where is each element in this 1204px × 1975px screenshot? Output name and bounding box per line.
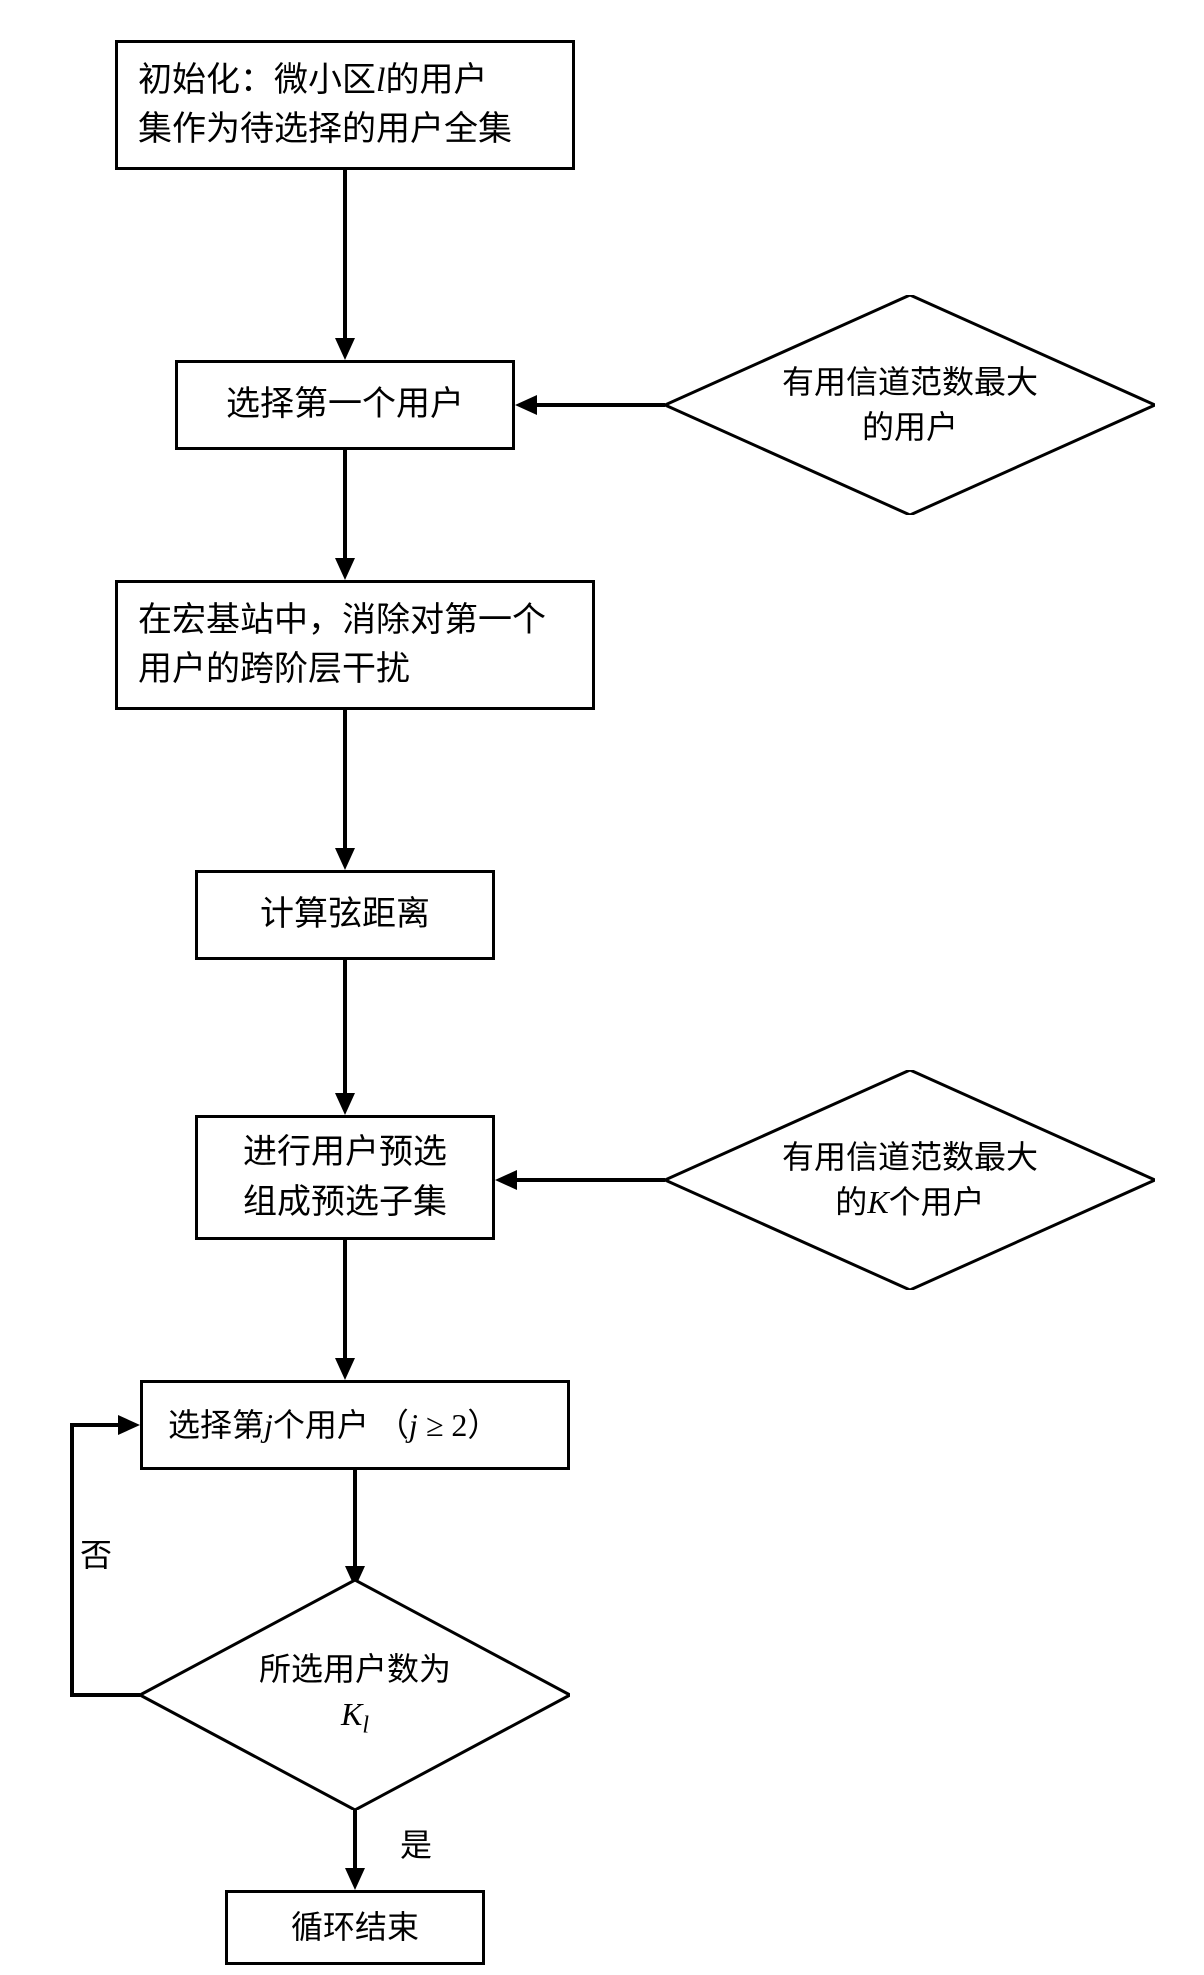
node-select-j-text: 选择第j个用户 （j ≥ 2） (168, 1402, 499, 1448)
node-init-text: 初始化：微小区l的用户 集作为待选择的用户全集 (138, 56, 512, 155)
edge-loop-v (70, 1423, 74, 1697)
edge-preselect-selectj (343, 1240, 347, 1360)
node-eliminate: 在宏基站中，消除对第一个 用户的跨阶层干扰 (115, 580, 595, 710)
node-criteria1: 有用信道范数最大 的用户 (665, 295, 1155, 515)
label-yes: 是 (400, 1820, 432, 1866)
edge-chord-preselect-head (335, 1093, 355, 1115)
edge-init-selectfirst (343, 170, 347, 340)
edge-selectfirst-eliminate (343, 450, 347, 560)
node-select-first: 选择第一个用户 (175, 360, 515, 450)
node-end: 循环结束 (225, 1890, 485, 1965)
edge-preselect-selectj-head (335, 1358, 355, 1380)
edge-criteria1-selectfirst (537, 403, 665, 407)
node-select-j: 选择第j个用户 （j ≥ 2） (140, 1380, 570, 1470)
edge-selectfirst-eliminate-head (335, 558, 355, 580)
node-eliminate-text: 在宏基站中，消除对第一个 用户的跨阶层干扰 (138, 596, 546, 695)
node-check-count-text: 所选用户数为 Kl (140, 1580, 570, 1810)
edge-loop-head (118, 1415, 140, 1435)
edge-eliminate-chord (343, 710, 347, 850)
edge-loop-h2 (70, 1423, 120, 1427)
node-init: 初始化：微小区l的用户 集作为待选择的用户全集 (115, 40, 575, 170)
edge-check-end-head (345, 1868, 365, 1890)
node-criteria2-text: 有用信道范数最大 的K个用户 (665, 1070, 1155, 1290)
node-criteria2: 有用信道范数最大 的K个用户 (665, 1070, 1155, 1290)
node-preselect-text: 进行用户预选 组成预选子集 (243, 1128, 447, 1227)
edge-loop-h1 (70, 1693, 140, 1697)
node-end-text: 循环结束 (291, 1904, 419, 1950)
edge-criteria2-preselect (517, 1178, 665, 1182)
node-check-count: 所选用户数为 Kl (140, 1580, 570, 1810)
node-chord-text: 计算弦距离 (260, 890, 430, 939)
edge-eliminate-chord-head (335, 848, 355, 870)
node-select-first-text: 选择第一个用户 (226, 380, 464, 429)
node-criteria1-text: 有用信道范数最大 的用户 (665, 295, 1155, 515)
edge-check-end (353, 1810, 357, 1872)
node-preselect: 进行用户预选 组成预选子集 (195, 1115, 495, 1240)
label-no: 否 (80, 1530, 112, 1576)
edge-criteria2-preselect-head (495, 1170, 517, 1190)
node-chord: 计算弦距离 (195, 870, 495, 960)
edge-chord-preselect (343, 960, 347, 1095)
edge-criteria1-selectfirst-head (515, 395, 537, 415)
edge-init-selectfirst-head (335, 338, 355, 360)
